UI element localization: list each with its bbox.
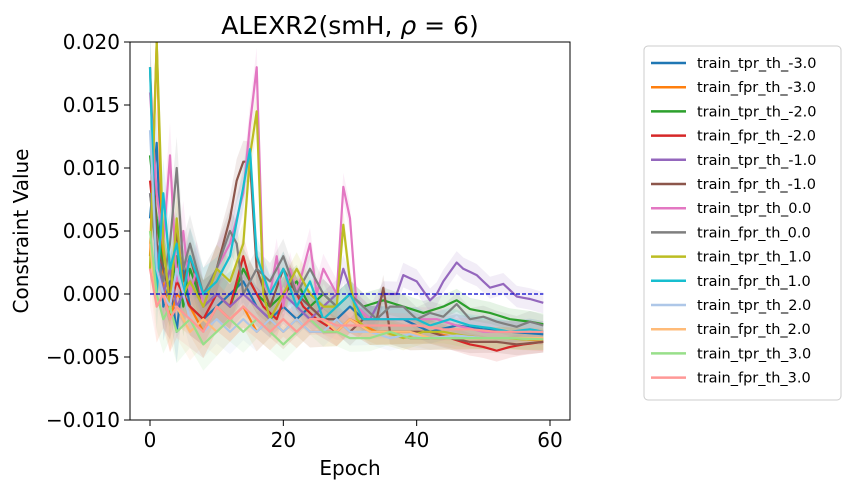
x-tick-label: 0 [144, 428, 157, 452]
legend-label: train_fpr_th_2.0 [697, 322, 811, 338]
y-tick-label: 0.005 [63, 219, 120, 243]
legend-label: train_tpr_th_-3.0 [697, 56, 817, 72]
band-train_fpr_th_-3.0 [150, 42, 544, 359]
legend-label: train_tpr_th_1.0 [697, 250, 811, 266]
y-tick-label: 0.015 [63, 93, 120, 117]
series-line-train_tpr_th_-1.0 [148, 193, 544, 321]
legend-frame [643, 45, 842, 401]
x-axis-label: Epoch [319, 456, 380, 480]
series-line-train_fpr_th_1.0 [148, 67, 544, 333]
legend-label: train_fpr_th_3.0 [697, 371, 811, 387]
series-line-train_fpr_th_3.0 [148, 268, 544, 333]
y-axis-ticks: −0.010 −0.005 0.000 0.005 0.010 0.015 0.020 [46, 30, 130, 432]
y-tick-label: −0.010 [46, 408, 120, 432]
legend-label: train_tpr_th_-1.0 [697, 153, 817, 169]
legend-label: train_fpr_th_-1.0 [697, 177, 816, 193]
y-tick-label: −0.005 [46, 345, 120, 369]
legend-label: train_tpr_th_3.0 [697, 346, 811, 362]
x-tick-label: 40 [404, 428, 429, 452]
series-line-train_tpr_th_3.0 [148, 230, 544, 346]
band-train_fpr_th_-2.0 [150, 142, 544, 362]
x-tick-label: 60 [537, 428, 562, 452]
band-train_fpr_th_1.0 [150, 42, 544, 343]
band-train_fpr_th_0.0 [150, 136, 544, 338]
chart-title: ALEXR2(smH, ρ = 6) [221, 11, 478, 40]
y-tick-label: 0.010 [63, 156, 120, 180]
band-train_tpr_th_0.0 [150, 47, 544, 343]
y-tick-label: 0.000 [63, 282, 120, 306]
legend-label: train_fpr_th_-2.0 [697, 129, 816, 145]
legend-label: train_fpr_th_0.0 [697, 225, 811, 241]
legend: train_tpr_th_-3.0 train_fpr_th_-3.0 train_… [643, 45, 842, 401]
x-tick-label: 20 [271, 428, 296, 452]
band-train_tpr_th_-2.0 [150, 117, 544, 337]
series-lines [148, 42, 544, 352]
y-tick-label: 0.020 [63, 30, 120, 54]
legend-label: train_tpr_th_2.0 [697, 298, 811, 314]
legend-label: train_tpr_th_-2.0 [697, 104, 817, 120]
band-train_fpr_th_2.0 [150, 205, 544, 361]
x-axis-ticks: 0 20 40 60 [144, 420, 563, 452]
legend-label: train_tpr_th_0.0 [697, 201, 811, 217]
y-axis-label: Constraint Value [9, 149, 33, 314]
legend-label: train_fpr_th_-3.0 [697, 80, 816, 96]
legend-label: train_fpr_th_1.0 [697, 274, 811, 290]
